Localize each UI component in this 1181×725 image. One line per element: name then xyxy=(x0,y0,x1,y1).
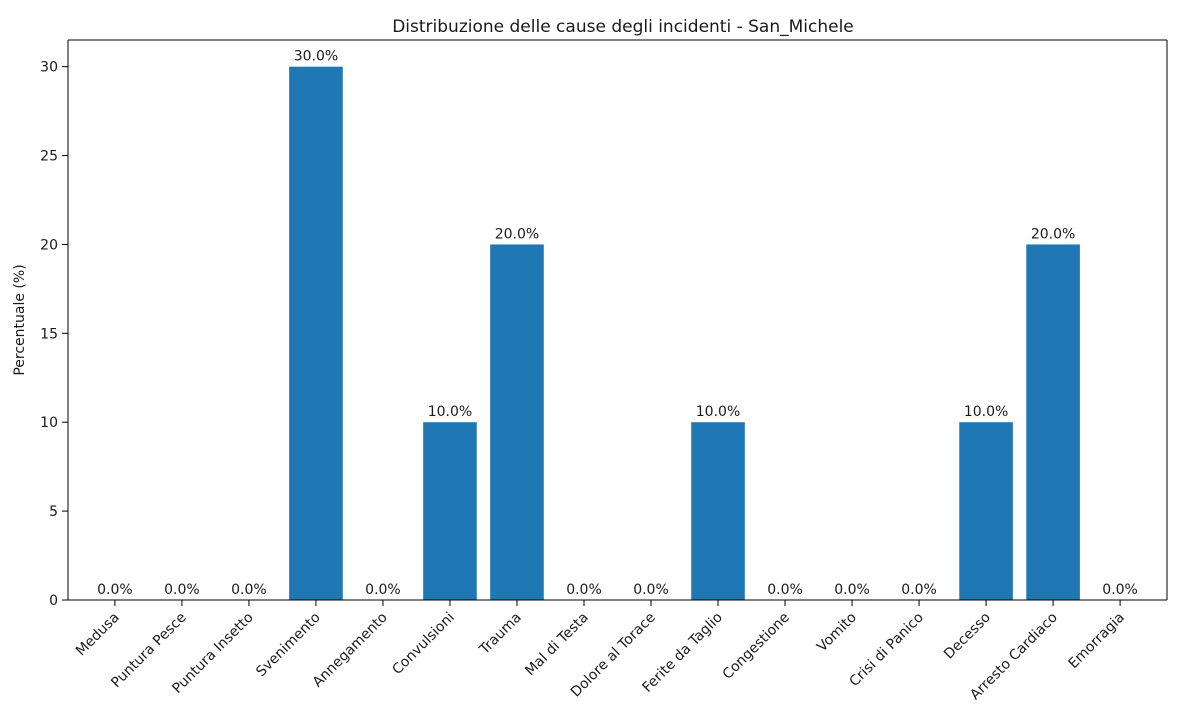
y-tick-label: 5 xyxy=(49,504,58,520)
data-label-congestione: 0.0% xyxy=(767,582,803,598)
data-label-emorragia: 0.0% xyxy=(1102,582,1138,598)
y-tick-label: 20 xyxy=(40,237,58,253)
data-label-convulsioni: 10.0% xyxy=(428,404,472,420)
y-tick-label: 15 xyxy=(40,326,58,342)
x-tick-label-emorragia: Emorragia xyxy=(1066,610,1128,672)
y-tick-label: 25 xyxy=(40,149,58,165)
bar-decesso xyxy=(959,422,1013,600)
x-tick-label-trauma: Trauma xyxy=(476,610,525,659)
data-label-annegamento: 0.0% xyxy=(365,582,401,598)
y-tick-label: 10 xyxy=(40,415,58,431)
data-label-arresto-cardiaco: 20.0% xyxy=(1031,226,1075,242)
data-label-medusa: 0.0% xyxy=(97,582,133,598)
bar-convulsioni xyxy=(423,422,477,600)
data-label-crisi-di-panico: 0.0% xyxy=(901,582,937,598)
data-label-trauma: 20.0% xyxy=(495,226,539,242)
x-tick-label-svenimento: Svenimento xyxy=(253,610,324,681)
x-tick-label-medusa: Medusa xyxy=(73,610,123,660)
chart-title: Distribuzione delle cause degli incident… xyxy=(392,17,854,37)
axes-frame xyxy=(67,39,1168,601)
bar-ferite-da-taglio xyxy=(691,422,745,600)
x-tick-label-vomito: Vomito xyxy=(814,610,860,656)
x-tick-label-decesso: Decesso xyxy=(941,610,994,663)
data-label-puntura-insetto: 0.0% xyxy=(231,582,267,598)
data-label-mal-di-testa: 0.0% xyxy=(566,582,602,598)
data-label-svenimento: 30.0% xyxy=(294,49,338,65)
y-axis-label: Percentuale (%) xyxy=(12,264,28,375)
x-tick-label-congestione: Congestione xyxy=(720,610,793,683)
data-label-vomito: 0.0% xyxy=(834,582,870,598)
y-tick-label: 0 xyxy=(49,593,58,609)
y-tick-label: 30 xyxy=(40,60,58,76)
y-axis: 0 5 10 15 20 25 30 xyxy=(40,60,68,609)
data-label-puntura-pesce: 0.0% xyxy=(164,582,200,598)
bars-layer xyxy=(289,66,1080,600)
x-tick-label-convulsioni: Convulsioni xyxy=(389,610,457,678)
data-label-ferite-da-taglio: 10.0% xyxy=(696,404,740,420)
data-labels-layer: 0.0% 0.0% 0.0% 30.0% 0.0% 10.0% 20.0% 0.0% 0.0% 1… xyxy=(97,49,1138,598)
x-tick-label-mal-di-testa: Mal di Testa xyxy=(522,610,592,680)
bar-arresto-cardiaco xyxy=(1026,244,1080,600)
data-label-decesso: 10.0% xyxy=(964,404,1008,420)
bar-trauma xyxy=(490,244,544,600)
data-label-dolore-al-torace: 0.0% xyxy=(633,582,669,598)
bar-svenimento xyxy=(289,66,343,600)
